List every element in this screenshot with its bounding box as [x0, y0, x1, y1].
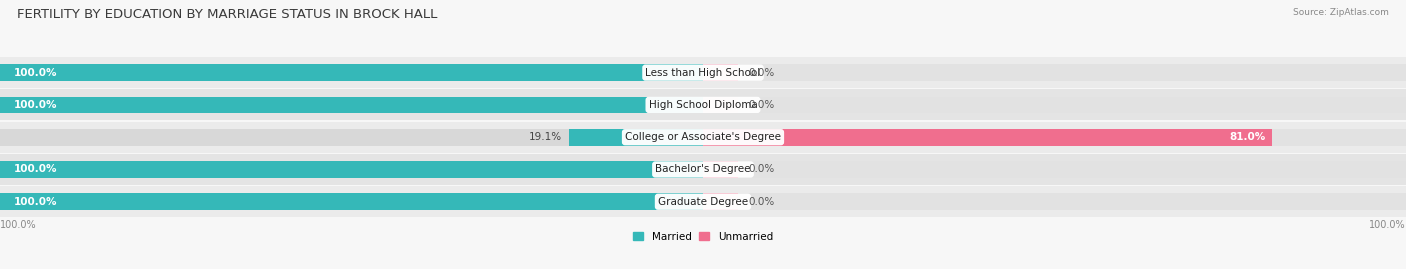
Text: 19.1%: 19.1%: [529, 132, 562, 142]
Text: 0.0%: 0.0%: [749, 100, 775, 110]
Bar: [703, 97, 738, 113]
Bar: [0, 193, 703, 210]
Bar: [0, 161, 703, 178]
Text: Graduate Degree: Graduate Degree: [658, 197, 748, 207]
Text: College or Associate's Degree: College or Associate's Degree: [626, 132, 780, 142]
Legend: Married, Unmarried: Married, Unmarried: [633, 232, 773, 242]
Bar: [703, 193, 1406, 210]
Bar: [0, 97, 703, 113]
Text: 100.0%: 100.0%: [14, 197, 58, 207]
Bar: [0, 161, 703, 178]
Text: 0.0%: 0.0%: [749, 197, 775, 207]
Bar: [703, 161, 738, 178]
Bar: [0, 64, 703, 81]
Bar: [0, 129, 703, 146]
Text: 100.0%: 100.0%: [14, 100, 58, 110]
Bar: [0, 186, 1406, 217]
Text: 100.0%: 100.0%: [14, 68, 58, 78]
Text: 100.0%: 100.0%: [14, 164, 58, 175]
Bar: [703, 193, 738, 210]
Bar: [0, 89, 1406, 121]
Text: Bachelor's Degree: Bachelor's Degree: [655, 164, 751, 175]
Bar: [703, 129, 1406, 146]
Bar: [703, 129, 1272, 146]
Bar: [0, 97, 703, 113]
Bar: [0, 193, 703, 210]
Bar: [703, 97, 1406, 113]
Bar: [703, 161, 1406, 178]
Text: 100.0%: 100.0%: [1369, 220, 1406, 230]
Text: High School Diploma: High School Diploma: [648, 100, 758, 110]
Text: 0.0%: 0.0%: [749, 68, 775, 78]
Bar: [703, 64, 1406, 81]
Text: 0.0%: 0.0%: [749, 164, 775, 175]
Bar: [703, 64, 738, 81]
Bar: [568, 129, 703, 146]
Text: 100.0%: 100.0%: [0, 220, 37, 230]
Bar: [0, 57, 1406, 88]
Bar: [0, 64, 703, 81]
Text: Source: ZipAtlas.com: Source: ZipAtlas.com: [1294, 8, 1389, 17]
Text: Less than High School: Less than High School: [645, 68, 761, 78]
Text: 81.0%: 81.0%: [1229, 132, 1265, 142]
Bar: [0, 122, 1406, 153]
Text: FERTILITY BY EDUCATION BY MARRIAGE STATUS IN BROCK HALL: FERTILITY BY EDUCATION BY MARRIAGE STATU…: [17, 8, 437, 21]
Bar: [0, 154, 1406, 185]
